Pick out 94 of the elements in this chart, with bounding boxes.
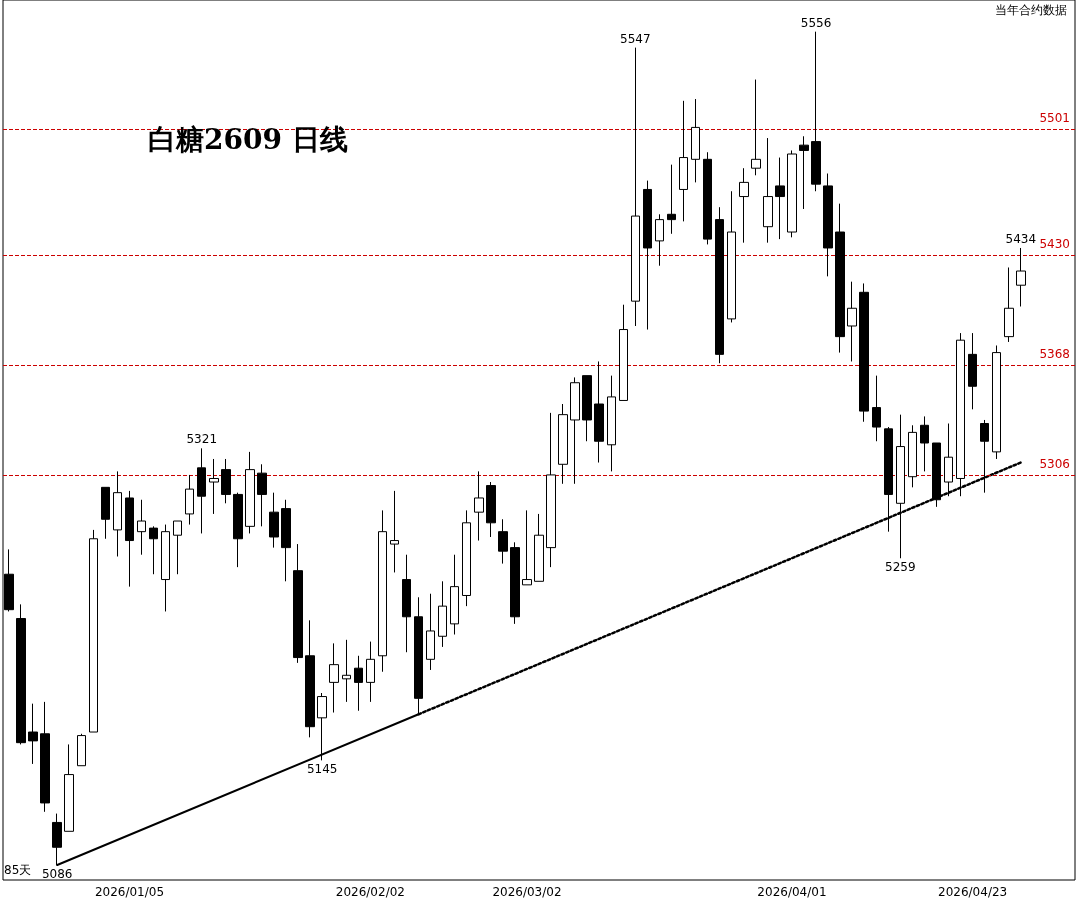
candlestick bbox=[546, 412, 556, 568]
candlestick bbox=[823, 173, 833, 277]
candlestick bbox=[462, 509, 471, 607]
candlestick bbox=[920, 415, 929, 472]
x-tick-label: 2026/04/23 bbox=[938, 885, 1008, 899]
candlestick bbox=[305, 619, 315, 738]
candlestick bbox=[161, 524, 170, 612]
candlestick bbox=[16, 603, 26, 745]
candlestick bbox=[510, 541, 520, 625]
candlestick bbox=[28, 703, 38, 765]
candlestick bbox=[257, 463, 267, 527]
candlestick bbox=[619, 304, 628, 401]
candlestick bbox=[293, 543, 303, 664]
candlestick bbox=[245, 451, 255, 534]
candlestick bbox=[715, 206, 724, 364]
x-tick-label: 2026/02/02 bbox=[335, 885, 405, 899]
candlestick bbox=[113, 470, 122, 557]
annotation: 5259 bbox=[885, 560, 916, 575]
annotation: 5086 bbox=[41, 867, 73, 881]
candlestick bbox=[631, 47, 640, 327]
candlestick bbox=[426, 593, 435, 671]
candlestick bbox=[655, 213, 664, 267]
candlestick bbox=[594, 360, 604, 464]
candlestick bbox=[185, 474, 194, 526]
ref-line-label: 5306 bbox=[1039, 456, 1070, 471]
ref-line-label: 5430 bbox=[1039, 237, 1070, 252]
candlestick bbox=[137, 499, 146, 556]
candlestick bbox=[450, 554, 459, 635]
ref-line-label: 5501 bbox=[1039, 111, 1070, 126]
candlestick bbox=[89, 529, 98, 733]
candlestick bbox=[197, 447, 206, 534]
candlestick bbox=[40, 701, 50, 813]
candlestick bbox=[607, 375, 616, 472]
candlestick bbox=[354, 655, 363, 712]
candlestick bbox=[847, 281, 857, 362]
candlestick bbox=[522, 509, 532, 586]
candlestick bbox=[908, 424, 917, 488]
annotation: 5434 bbox=[1005, 231, 1037, 246]
candlestick bbox=[64, 743, 74, 832]
candlestick bbox=[570, 376, 580, 485]
candlestick bbox=[438, 580, 447, 648]
candlestick bbox=[342, 639, 351, 703]
annotation: 5145 bbox=[306, 762, 338, 777]
candlestick bbox=[366, 641, 375, 703]
candlestick bbox=[486, 481, 496, 538]
ref-line-label: 5368 bbox=[1039, 347, 1070, 361]
candlestick bbox=[679, 100, 688, 222]
x-tick-label: 2026/04/01 bbox=[757, 885, 827, 899]
candlestick bbox=[751, 79, 761, 176]
candlestick bbox=[992, 345, 1001, 460]
candlestick bbox=[77, 733, 86, 767]
candlestick bbox=[799, 135, 809, 210]
candlestick bbox=[534, 513, 544, 582]
annotation: 5547 bbox=[620, 31, 651, 46]
candlestick bbox=[281, 499, 291, 582]
candlestick bbox=[378, 509, 387, 673]
candlestick bbox=[968, 332, 977, 410]
candlestick bbox=[390, 490, 399, 573]
candlestick bbox=[402, 554, 411, 653]
candlestick bbox=[125, 490, 134, 588]
candlestick bbox=[667, 164, 676, 235]
candlestick bbox=[329, 642, 339, 714]
candlestick bbox=[1004, 266, 1014, 343]
candlestick bbox=[101, 486, 110, 540]
text: 当年合约数据 bbox=[995, 3, 1067, 17]
candlestick bbox=[703, 151, 712, 245]
x-tick-label: 2026/01/05 bbox=[94, 885, 165, 899]
candlestick bbox=[787, 149, 797, 238]
text: 白糖2609 日线 bbox=[148, 122, 348, 156]
candlestick bbox=[269, 492, 279, 549]
candlestick bbox=[173, 520, 182, 575]
candlestick bbox=[727, 190, 736, 323]
candlestick bbox=[209, 458, 219, 515]
annotation: 5556 bbox=[800, 15, 832, 30]
x-tick-label: 2026/03/02 bbox=[492, 885, 562, 899]
candlestick bbox=[811, 31, 821, 192]
candlestick bbox=[1016, 247, 1026, 307]
candlestick bbox=[775, 157, 785, 240]
candlestick bbox=[643, 180, 652, 331]
candlestick bbox=[763, 137, 773, 244]
candlestick bbox=[582, 375, 592, 442]
candlestick bbox=[498, 518, 508, 565]
candlestick bbox=[835, 203, 845, 354]
annotation: 5321 bbox=[186, 432, 218, 447]
candlestick bbox=[691, 98, 700, 183]
annotation: 85天 bbox=[4, 863, 32, 877]
candlestick bbox=[739, 167, 749, 244]
candlestick bbox=[221, 458, 231, 504]
candlestick bbox=[558, 403, 568, 485]
candlestick bbox=[474, 470, 484, 542]
candlestick bbox=[859, 282, 869, 423]
candlestick bbox=[149, 525, 158, 575]
candlestick bbox=[233, 492, 243, 568]
candlestick bbox=[872, 375, 881, 442]
